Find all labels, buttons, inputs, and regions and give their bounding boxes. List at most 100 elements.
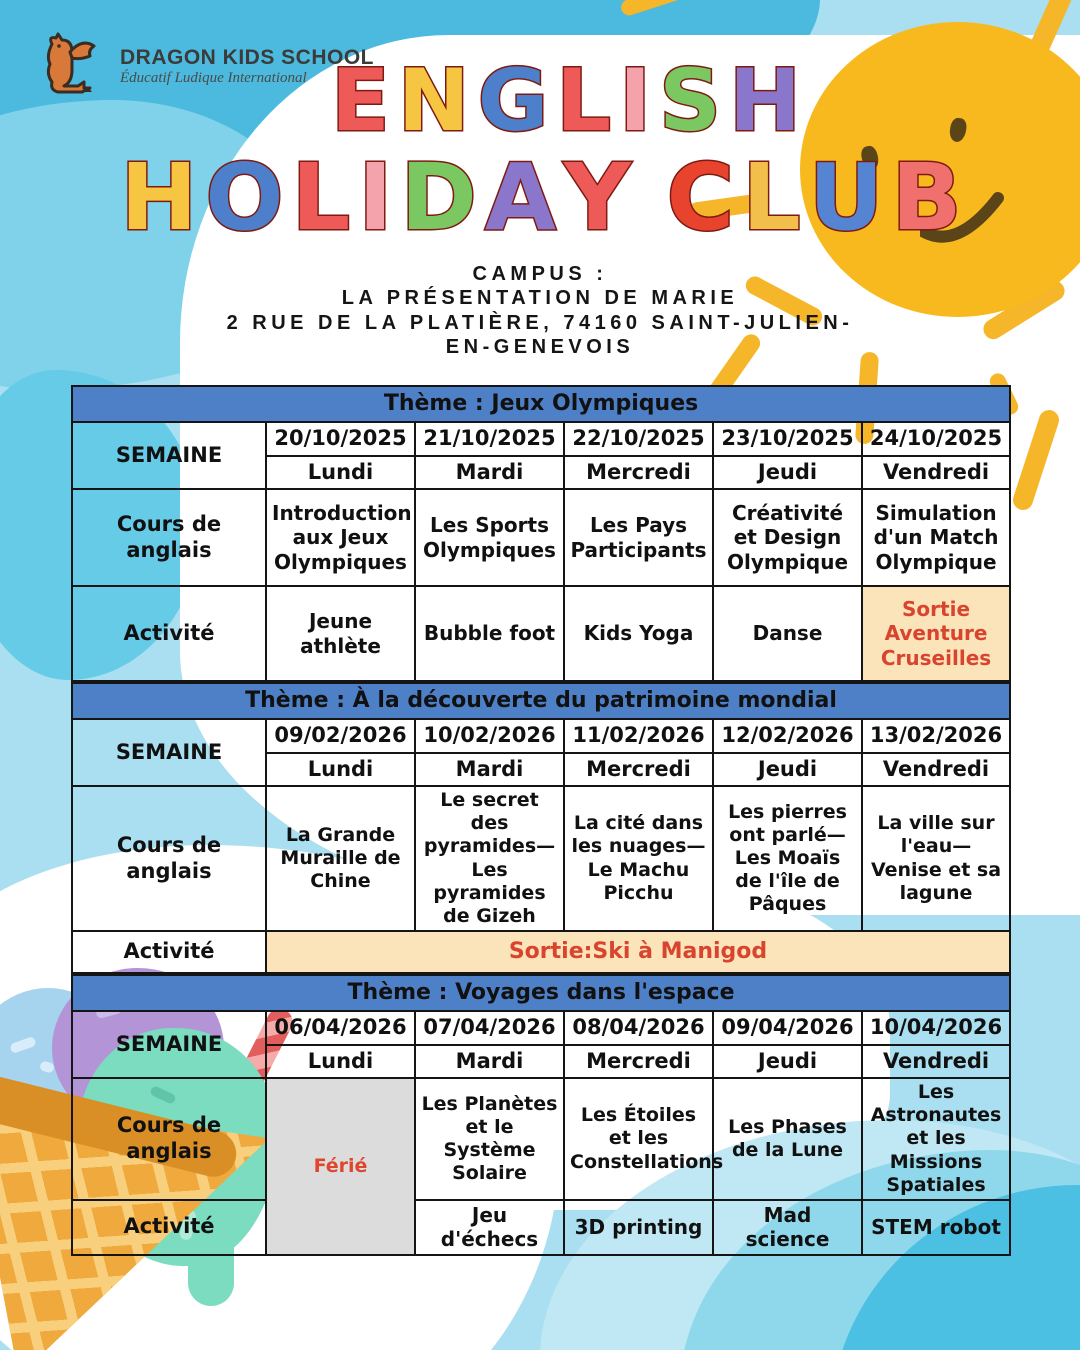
day-cell: Vendredi (860, 1044, 1012, 1080)
course-label: Cours de anglais (71, 1077, 267, 1201)
week-label: SEMAINE (71, 421, 267, 490)
activity-cell: Mad science (712, 1198, 863, 1256)
activity-label: Activité (71, 585, 267, 682)
title-letter: L (555, 51, 620, 151)
schedule-tables: Thème : Jeux Olympiques SEMAINE 20/10/20… (70, 385, 1012, 1256)
title-letter: H (119, 144, 206, 251)
activity-cell: 3D printing (563, 1198, 714, 1256)
title-letter: I (618, 51, 660, 151)
theme-bar: Thème : À la découverte du patrimoine mo… (71, 682, 1011, 720)
date-cell: 12/02/2026 (712, 718, 863, 754)
title-letter: L (741, 144, 809, 251)
date-cell: 23/10/2025 (712, 421, 863, 457)
course-cell: Les Astronautes et les Missions Spatiale… (860, 1077, 1012, 1201)
day-cell: Mercredi (563, 1044, 714, 1080)
day-cell: Mardi (414, 752, 565, 787)
day-cell: Mardi (414, 1044, 565, 1080)
activity-label: Activité (71, 1198, 267, 1256)
title-letter: O (204, 144, 292, 251)
title-letter: U (807, 144, 892, 251)
activity-cell: STEM robot (860, 1198, 1012, 1256)
campus-line: EN-GENEVOIS (445, 336, 635, 359)
title-letter: H (728, 51, 810, 151)
title-letter: Y (563, 144, 639, 251)
course-cell: La cité dans les nuages—Le Machu Picchu (563, 784, 714, 933)
day-cell: Mardi (414, 455, 565, 490)
date-cell: 07/04/2026 (414, 1010, 565, 1047)
week-label: SEMAINE (71, 718, 267, 787)
day-cell: Jeudi (712, 752, 863, 787)
date-cell: 08/04/2026 (563, 1010, 714, 1047)
campus-line: CAMPUS : (472, 263, 608, 285)
course-cell: Les Planètes et le Système Solaire (414, 1077, 565, 1201)
activity-cell: Danse (712, 585, 863, 682)
day-cell: Lundi (265, 1044, 416, 1080)
day-cell: Mercredi (563, 455, 714, 490)
campus-line: 2 RUE DE LA PLATIÈRE, 74160 SAINT-JULIEN… (226, 311, 854, 334)
holiday-cell: Férié (265, 1077, 416, 1256)
date-cell: 22/10/2025 (563, 421, 714, 457)
day-cell: Lundi (265, 752, 416, 787)
activity-cell: Jeu d'échecs (414, 1198, 565, 1256)
campus-line: LA PRÉSENTATION DE MARIE (341, 287, 739, 310)
activity-label: Activité (71, 930, 267, 975)
school-name: DRAGON KIDS SCHOOL (120, 45, 375, 69)
schedule-table-week3: Thème : Voyages dans l'espace SEMAINE 06… (70, 974, 1012, 1256)
title-letter: N (396, 51, 478, 151)
title-letter: S (658, 51, 730, 151)
course-cell: Les Sports Olympiques (414, 488, 565, 587)
title-line-english: ENGLISH (60, 51, 1080, 151)
day-cell: Vendredi (860, 455, 1012, 490)
theme-bar: Thème : Voyages dans l'espace (70, 974, 1012, 1013)
title-letter: B (890, 144, 970, 251)
course-cell: Introduction aux Jeux Olympiques (265, 488, 416, 587)
title-letter: G (476, 51, 557, 151)
date-cell: 10/04/2026 (860, 1010, 1012, 1047)
day-cell: Lundi (265, 455, 416, 490)
course-cell: La ville sur l'eau—Venise et sa lagune (861, 784, 1011, 933)
course-cell: Les Phases de la Lune (712, 1077, 863, 1201)
day-cell: Mercredi (563, 752, 714, 787)
activity-cell-outing: Sortie:Ski à Manigod (265, 930, 1011, 975)
title-letter: A (483, 144, 565, 251)
campus-address: CAMPUS : LA PRÉSENTATION DE MARIE 2 RUE … (0, 262, 1080, 360)
dragon-icon (46, 32, 96, 94)
course-cell: Les pierres ont parlé—Les Moaïs de l'île… (712, 784, 863, 933)
course-label: Cours de anglais (71, 784, 267, 933)
day-cell: Jeudi (712, 455, 863, 490)
course-cell: Les Étoiles et les Constellations (563, 1077, 723, 1201)
date-cell: 09/02/2026 (265, 718, 416, 754)
schedule-table-week1: Thème : Jeux Olympiques SEMAINE 20/10/20… (70, 385, 1012, 682)
course-cell: Créativité et Design Olympique (712, 488, 863, 587)
course-cell: Simulation d'un Match Olympique (860, 488, 1012, 587)
title-line-holiday-club: HOLIDAY CLUB (10, 144, 1080, 251)
activity-cell: Jeune athlète (265, 585, 416, 682)
course-cell: Les Pays Participants (563, 488, 714, 587)
school-logo: DRAGON KIDS SCHOOL Éducatif Ludique Inte… (38, 30, 374, 102)
title-letter: C (665, 144, 743, 251)
date-cell: 06/04/2026 (265, 1010, 416, 1047)
school-tagline: Éducatif Ludique International (120, 69, 307, 86)
activity-cell: Bubble foot (414, 585, 565, 682)
date-cell: 11/02/2026 (563, 718, 714, 754)
title-letter: E (329, 51, 398, 151)
course-label: Cours de anglais (71, 488, 267, 587)
course-cell: La Grande Muraille de Chine (265, 784, 416, 933)
week-label: SEMAINE (71, 1010, 267, 1080)
date-cell: 10/02/2026 (414, 718, 565, 754)
theme-bar: Thème : Jeux Olympiques (70, 385, 1012, 423)
date-cell: 21/10/2025 (414, 421, 565, 457)
date-cell: 24/10/2025 (860, 421, 1012, 457)
course-cell: Le secret des pyramides—Les pyramides de… (414, 784, 565, 933)
date-cell: 20/10/2025 (265, 421, 416, 457)
title-letter: I (357, 144, 401, 251)
day-cell: Vendredi (861, 752, 1011, 787)
title-letter: D (399, 144, 485, 251)
title-letter: L (290, 144, 359, 251)
schedule-table-week2: Thème : À la découverte du patrimoine mo… (71, 682, 1011, 975)
activity-cell: Kids Yoga (563, 585, 714, 682)
date-cell: 13/02/2026 (861, 718, 1011, 754)
day-cell: Jeudi (712, 1044, 863, 1080)
activity-cell-outing: Sortie Aventure Cruseilles (860, 585, 1012, 682)
